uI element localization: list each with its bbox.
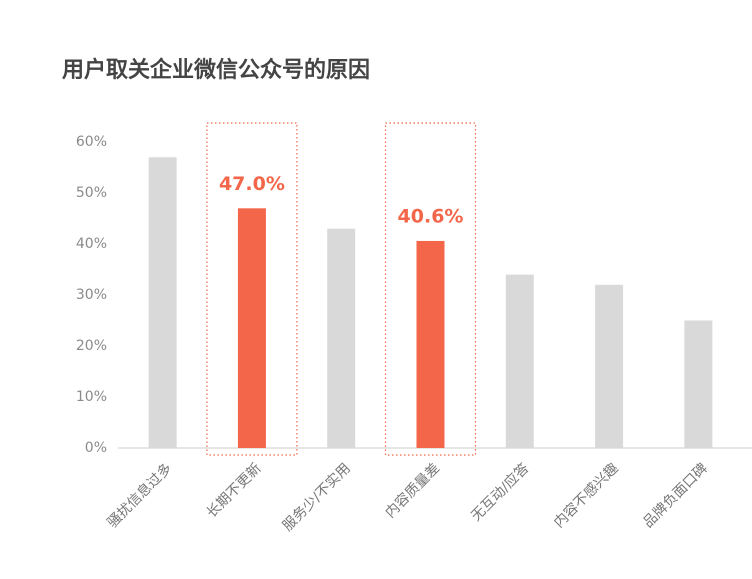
bar	[327, 228, 356, 448]
x-tick-label: 服务少/不实用	[280, 460, 354, 534]
value-label: 40.6%	[398, 205, 464, 227]
x-tick-label: 无互动/应答	[468, 460, 533, 525]
y-tick-label: 10%	[76, 389, 107, 405]
highlight-box	[384, 122, 477, 456]
y-tick-label: 40%	[76, 236, 107, 252]
bar	[148, 157, 177, 449]
x-tick-label: 品牌负面口碑	[640, 460, 711, 531]
bar	[237, 208, 266, 448]
bar	[416, 240, 445, 448]
x-tick-label: 骚扰信息过多	[104, 460, 175, 531]
x-tick-label: 内容质量差	[382, 460, 444, 522]
y-tick-label: 0%	[85, 440, 107, 456]
bar	[505, 274, 534, 448]
y-tick-label: 20%	[76, 338, 107, 354]
y-tick-label: 50%	[76, 185, 107, 201]
bar	[595, 284, 624, 448]
chart-title: 用户取关企业微信公众号的原因	[62, 57, 370, 83]
y-tick-label: 60%	[76, 134, 107, 150]
value-label: 47.0%	[219, 173, 285, 195]
y-tick-label: 30%	[76, 287, 107, 303]
x-tick-label: 长期不更新	[204, 460, 265, 521]
x-tick-label: 内容不感兴趣	[550, 460, 621, 531]
bar	[684, 320, 713, 448]
highlight-box	[206, 122, 298, 456]
